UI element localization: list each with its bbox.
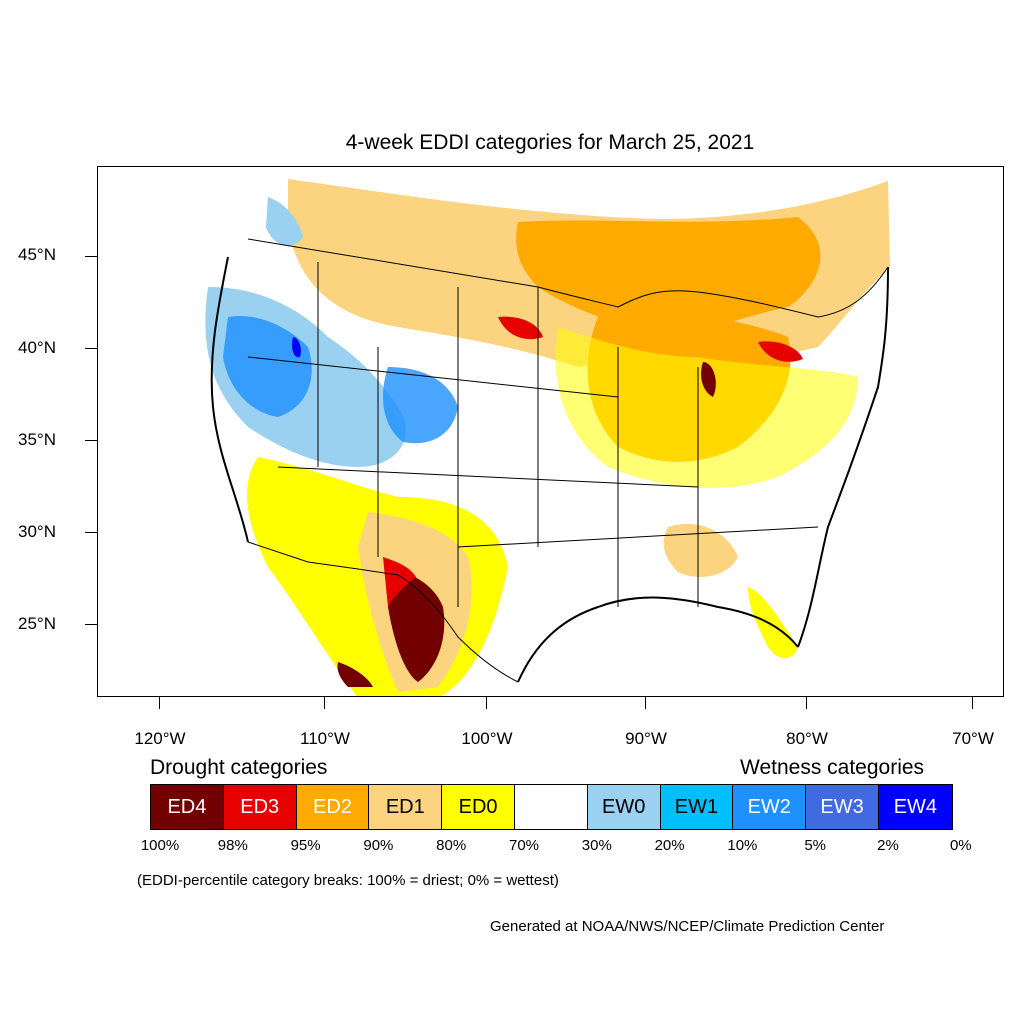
percentile-break-label: 90% xyxy=(363,837,394,854)
lon-tick-110 xyxy=(324,697,325,709)
percentile-break-label: 10% xyxy=(727,837,758,854)
lat-tick-40 xyxy=(85,348,97,349)
state-line-8 xyxy=(277,466,699,488)
lon-tick-120 xyxy=(159,697,160,709)
ed4-region-mexico xyxy=(388,567,445,682)
swatch-ew3: EW3 xyxy=(806,785,879,829)
lat-label-40: 40°N xyxy=(18,338,56,357)
lat-tick-45 xyxy=(85,256,97,257)
percentile-break-label: 5% xyxy=(804,837,827,854)
percentile-break-label: 0% xyxy=(949,837,972,854)
ed4-region-baja xyxy=(337,662,373,687)
map-title: 4-week EDDI categories for March 25, 202… xyxy=(345,131,755,154)
lon-label-110: 110°W xyxy=(300,729,350,748)
lon-label-100: 100°W xyxy=(461,729,513,748)
swatch-ew0: EW0 xyxy=(587,785,661,829)
ed0-region-east xyxy=(555,327,858,488)
west-coast xyxy=(210,256,249,543)
ew2-region-great-basin xyxy=(223,316,312,417)
map-canvas xyxy=(205,179,890,696)
lon-tick-100 xyxy=(486,697,487,709)
category-fields xyxy=(205,179,890,696)
ew0-region-northwest xyxy=(266,197,303,246)
percentile-break-label: 100% xyxy=(140,837,180,854)
ed2-region-upper-midwest xyxy=(516,217,821,333)
swatch-ed3: ED3 xyxy=(223,785,297,829)
swatch-ew1: EW1 xyxy=(660,785,734,829)
credit-text: Generated at NOAA/NWS/NCEP/Climate Predi… xyxy=(490,918,885,935)
state-line-7 xyxy=(247,356,619,398)
swatch-ed2: ED2 xyxy=(296,785,370,829)
lon-tick-70 xyxy=(972,697,973,709)
east-coast xyxy=(797,266,889,648)
lat-tick-35 xyxy=(85,440,97,441)
lat-tick-25 xyxy=(85,624,97,625)
ew2-region-colorado xyxy=(383,367,458,444)
state-line-9 xyxy=(457,526,819,548)
lat-tick-30 xyxy=(85,532,97,533)
category-colorbar: ED4 ED3 ED2 ED1 ED0 EW0 EW1 EW2 EW3 EW4 xyxy=(150,784,953,830)
lat-label-35: 35°N xyxy=(18,430,56,449)
swatch-ed4: ED4 xyxy=(151,785,224,829)
percentile-break-label: 2% xyxy=(877,837,899,854)
lat-label-45: 45°N xyxy=(18,245,56,264)
lon-tick-90 xyxy=(645,697,646,709)
percentile-break-label: 30% xyxy=(581,837,612,854)
swatch-ew4: EW4 xyxy=(878,785,952,829)
ed3-region-ontario xyxy=(758,341,803,362)
lat-label-30: 30°N xyxy=(18,522,56,541)
boundaries xyxy=(210,238,889,683)
percentile-break-label: 95% xyxy=(290,837,321,854)
swatch-neutral xyxy=(514,785,588,829)
ed3-region-dakotas xyxy=(498,316,543,340)
us-mexico-border xyxy=(247,541,519,683)
category-note: (EDDI-percentile category breaks: 100% =… xyxy=(137,872,559,889)
eddi-map xyxy=(97,166,1004,697)
percentile-break-label: 98% xyxy=(217,837,248,854)
ed1-region-southeast xyxy=(663,523,738,577)
swatch-ed0: ED0 xyxy=(442,785,515,829)
swatch-ed1: ED1 xyxy=(369,785,443,829)
drought-categories-heading: Drought categories xyxy=(150,756,328,779)
us-canada-border xyxy=(247,238,889,318)
ed4-region-michigan xyxy=(701,362,716,397)
lon-label-80: 80°W xyxy=(786,729,828,748)
lon-tick-80 xyxy=(806,697,807,709)
percentile-break-label: 80% xyxy=(436,837,467,854)
wetness-categories-heading: Wetness categories xyxy=(740,756,925,779)
percentile-break-label: 20% xyxy=(654,837,685,854)
gulf-coast xyxy=(517,596,799,683)
ed3-region-mexico xyxy=(383,557,416,607)
swatch-ew2: EW2 xyxy=(733,785,807,829)
lon-label-120: 120°W xyxy=(134,729,186,748)
lat-label-25: 25°N xyxy=(18,614,56,633)
lon-label-70: 70°W xyxy=(952,729,994,748)
ed0-region-florida xyxy=(748,587,798,659)
ew4-region-idaho xyxy=(291,337,301,358)
lon-label-90: 90°W xyxy=(625,729,667,748)
percentile-break-label: 70% xyxy=(508,837,540,854)
